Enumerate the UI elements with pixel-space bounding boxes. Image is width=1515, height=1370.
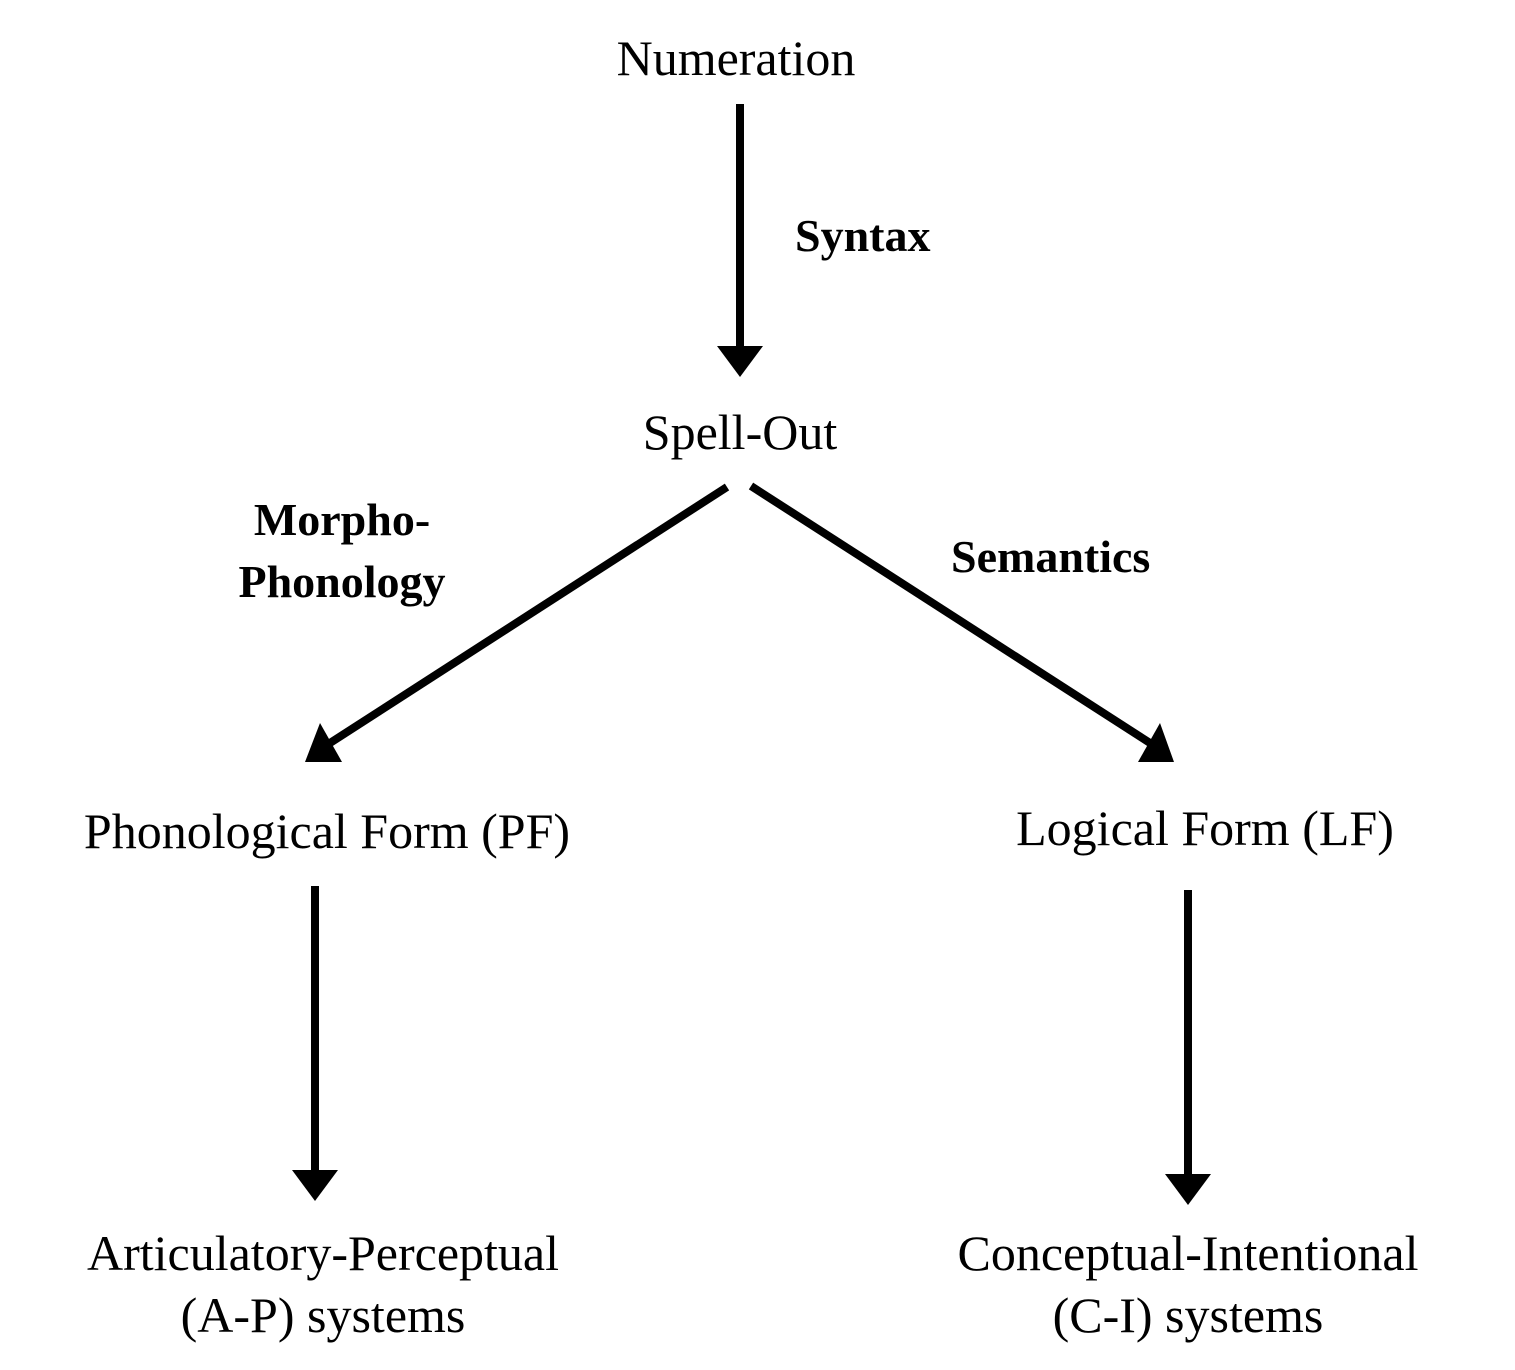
arrow-spellout-to-pf [327,483,730,747]
node-ci-line2: (C-I) systems [1052,1287,1324,1343]
node-numeration: Numeration [616,30,856,86]
node-spell-out: Spell-Out [642,404,838,460]
node-logical-form: Logical Form (LF) [1016,800,1394,856]
arrowhead-spellout-to-pf [305,723,342,762]
node-ci-line1: Conceptual-Intentional [957,1225,1419,1281]
arrowhead-pf-to-ap [292,1170,338,1201]
arrowhead-spellout-to-lf [1138,723,1174,762]
node-articulatory-perceptual-systems: Articulatory-Perceptual (A-P) systems [87,1222,559,1346]
edge-label-morpho-phonology: Morpho- Phonology [238,489,445,613]
node-ap-line2: (A-P) systems [180,1287,466,1343]
edge-label-morpho-line2: Phonology [238,556,446,607]
node-ap-line1: Articulatory-Perceptual [86,1225,560,1281]
edge-label-syntax: Syntax [795,210,931,261]
arrowhead-lf-to-ci [1165,1174,1211,1205]
edge-label-semantics: Semantics [951,531,1151,582]
edge-label-morpho-line1: Morpho- [253,494,431,545]
arrow-spellout-to-lf [748,482,1153,747]
node-phonological-form: Phonological Form (PF) [83,803,571,859]
arrowhead-numeration-to-spellout [717,346,763,377]
node-conceptual-intentional-systems: Conceptual-Intentional (C-I) systems [958,1222,1419,1346]
